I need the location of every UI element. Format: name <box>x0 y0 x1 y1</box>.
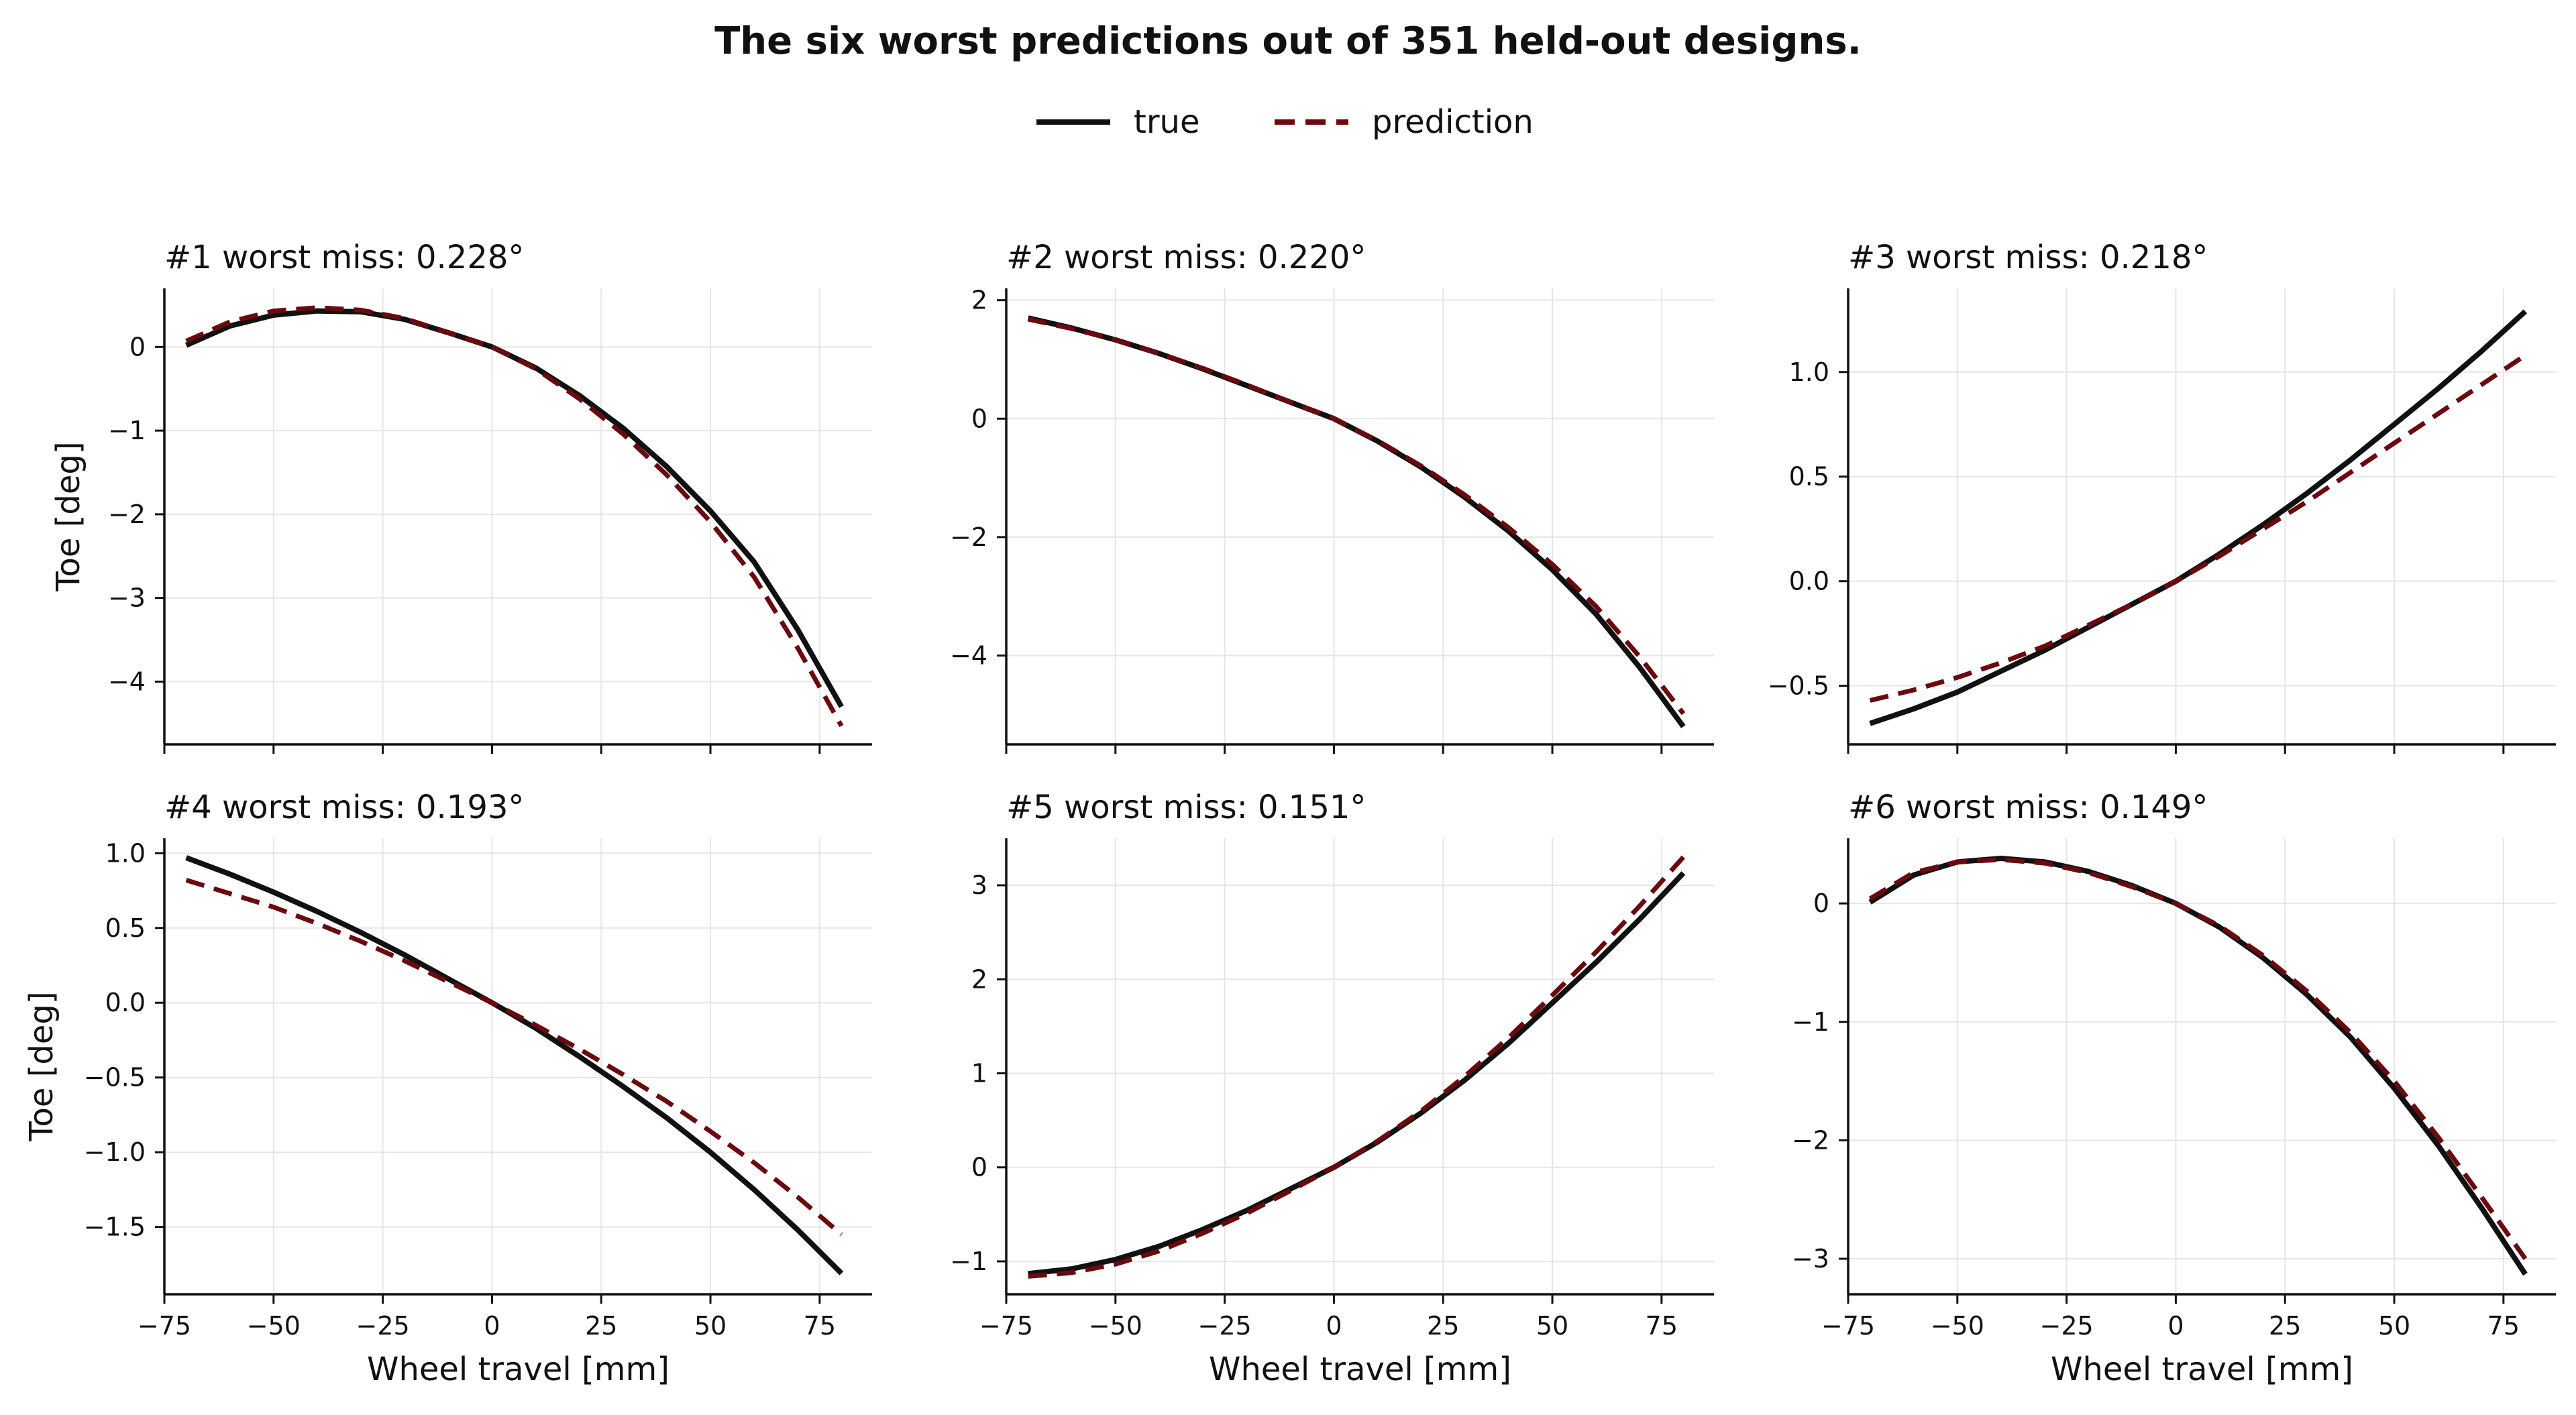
y-tick-label: −1.5 <box>84 1212 146 1242</box>
series-line-prediction <box>1027 317 1686 716</box>
y-tick-label: 0.0 <box>105 988 146 1017</box>
panel-title: #4 worst miss: 0.193° <box>164 789 524 826</box>
x-tick-label: 50 <box>2378 1311 2410 1341</box>
chart-panel-3: −0.5 0.0 0.5 1.0 #3 worst miss: 0.218° <box>1768 239 2556 754</box>
y-tick-label: −1 <box>1792 1007 1829 1037</box>
y-tick-label: 3 <box>971 870 987 900</box>
series-line-prediction <box>1868 857 2528 1261</box>
y-tick-label: −1 <box>108 416 146 445</box>
y-tick-label: −4 <box>950 641 987 671</box>
legend-label-true: true <box>1134 103 1200 141</box>
y-tick-label: 1.0 <box>1789 357 1829 387</box>
y-tick-label: −2 <box>950 522 987 552</box>
y-tick-label: −0.5 <box>1768 671 1829 701</box>
x-axis-label: Wheel travel [mm] <box>1209 1351 1511 1388</box>
y-tick-label: 0.5 <box>1789 462 1829 492</box>
y-axis-label: Toe [deg] <box>23 991 60 1141</box>
x-tick-label: −50 <box>1089 1311 1142 1341</box>
x-tick-label: 50 <box>1536 1311 1568 1341</box>
x-tick-label: −25 <box>356 1311 410 1341</box>
chart-panel-1: −4 −3 −2 −1 0 #1 worst miss: 0.228° Toe [deg] <box>50 239 872 754</box>
x-tick-label: −75 <box>1821 1311 1875 1341</box>
x-tick-label: 25 <box>2269 1311 2301 1341</box>
panel-title: #3 worst miss: 0.218° <box>1848 239 2208 276</box>
x-tick-label: 75 <box>1646 1311 1678 1341</box>
y-tick-label: −0.5 <box>84 1063 146 1092</box>
figure-title: The six worst predictions out of 351 hel… <box>714 19 1862 63</box>
x-tick-label: −75 <box>138 1311 191 1341</box>
y-tick-label: 2 <box>971 286 987 315</box>
x-tick-label: −75 <box>979 1311 1033 1341</box>
series-line-prediction <box>185 878 843 1237</box>
chart-panel-4: −75 −50 −25 0 25 50 75 −1.5 −1.0 −0.5 0.0 0.5 1.0 #4 … <box>23 789 872 1388</box>
y-tick-label: −3 <box>108 583 146 613</box>
series-line-true <box>1868 856 2528 1276</box>
x-axis-label: Wheel travel [mm] <box>367 1351 669 1388</box>
y-tick-label: 2 <box>971 964 987 994</box>
y-tick-label: −2 <box>1792 1125 1829 1155</box>
series-line-true <box>1027 315 1686 728</box>
x-tick-label: −50 <box>247 1311 301 1341</box>
x-tick-label: 0 <box>2167 1311 2184 1341</box>
y-tick-label: −2 <box>108 500 146 529</box>
x-tick-label: 0 <box>1326 1311 1342 1341</box>
y-tick-label: 1.0 <box>105 838 146 868</box>
y-tick-label: −3 <box>1792 1244 1829 1274</box>
y-tick-label: −4 <box>108 667 146 696</box>
x-axis-label: Wheel travel [mm] <box>2051 1351 2353 1388</box>
y-axis-label: Toe [deg] <box>50 441 87 591</box>
series-line-true <box>185 855 844 1276</box>
y-tick-label: 1 <box>971 1059 987 1088</box>
x-tick-label: 25 <box>585 1311 617 1341</box>
y-tick-label: 0 <box>129 332 146 361</box>
series-line-true <box>184 308 844 708</box>
chart-panels: −4−3−2−10#1 worst miss: 0.228°Toe [deg]−… <box>23 239 2556 1388</box>
legend-item-true: true <box>1036 103 1200 141</box>
series-line-true <box>1869 309 2528 726</box>
y-tick-label: 0.0 <box>1789 567 1829 596</box>
legend-item-prediction: prediction <box>1275 103 1534 141</box>
y-tick-label: 0 <box>971 1153 987 1182</box>
panel-title: #5 worst miss: 0.151° <box>1006 789 1366 826</box>
x-tick-label: −50 <box>1931 1311 1984 1341</box>
x-tick-label: −25 <box>2040 1311 2094 1341</box>
panel-title: #1 worst miss: 0.228° <box>164 239 524 276</box>
x-tick-label: 25 <box>1427 1311 1459 1341</box>
panel-title: #6 worst miss: 0.149° <box>1848 789 2208 826</box>
legend: true prediction <box>1036 103 1534 141</box>
panel-title: #2 worst miss: 0.220° <box>1006 239 1366 276</box>
x-tick-label: 75 <box>2487 1311 2520 1341</box>
y-tick-label: 0 <box>971 404 987 433</box>
chart-panel-6: −75 −50 −25 0 25 50 75 −3 −2 −1 0 #6 worst miss: 0.… <box>1792 789 2556 1388</box>
chart-panel-5: −75 −50 −25 0 25 50 75 −1 0 1 2 3 #5 worst miss: 0.1… <box>950 789 1714 1388</box>
series-line-prediction <box>1028 855 1686 1279</box>
legend-label-prediction: prediction <box>1372 103 1534 141</box>
chart-panel-2: −4 −2 0 2 #2 worst miss: 0.220° <box>950 239 1714 754</box>
series-line-prediction <box>1869 353 2527 703</box>
series-line-prediction <box>185 305 844 728</box>
x-tick-label: 50 <box>694 1311 727 1341</box>
y-tick-label: −1 <box>950 1247 987 1276</box>
y-tick-label: 0.5 <box>105 913 146 943</box>
x-tick-label: 75 <box>804 1311 836 1341</box>
y-tick-label: −1.0 <box>84 1137 146 1167</box>
x-tick-label: −25 <box>1198 1311 1252 1341</box>
x-tick-label: 0 <box>484 1311 500 1341</box>
y-tick-label: 0 <box>1813 889 1829 918</box>
